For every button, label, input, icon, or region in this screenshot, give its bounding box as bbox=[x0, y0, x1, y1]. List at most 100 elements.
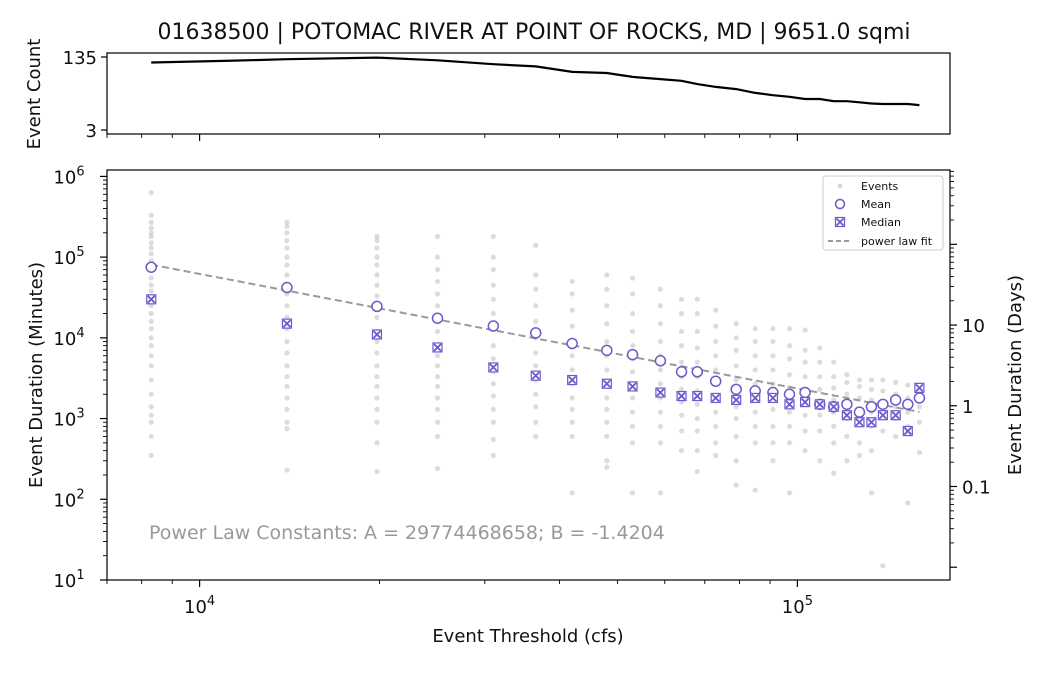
event-point bbox=[629, 490, 636, 496]
event-point bbox=[694, 345, 700, 351]
event-point bbox=[831, 440, 837, 446]
event-point bbox=[569, 291, 575, 297]
power-law-annotation: Power Law Constants: A = 29774468658; B … bbox=[149, 522, 665, 544]
event-point bbox=[713, 353, 719, 359]
event-point bbox=[284, 303, 290, 309]
event-point bbox=[434, 406, 441, 412]
event-point bbox=[374, 233, 380, 240]
event-point bbox=[148, 251, 154, 257]
event-point bbox=[694, 401, 700, 407]
event-point bbox=[434, 328, 441, 335]
event-point bbox=[374, 314, 380, 320]
event-point bbox=[374, 440, 380, 446]
median-point bbox=[750, 392, 761, 404]
event-point bbox=[713, 440, 719, 446]
median-point bbox=[692, 390, 703, 402]
event-point bbox=[629, 343, 636, 349]
event-point bbox=[374, 406, 380, 412]
event-point bbox=[284, 383, 290, 390]
median-point-stroke bbox=[711, 393, 720, 403]
event-point bbox=[802, 327, 808, 333]
event-point bbox=[629, 310, 636, 317]
event-point bbox=[916, 419, 923, 425]
event-point bbox=[657, 303, 664, 309]
top-x-ticks bbox=[106, 134, 798, 141]
event-point bbox=[148, 335, 154, 341]
event-count-series bbox=[151, 56, 920, 107]
event-point bbox=[569, 278, 575, 285]
event-point bbox=[786, 490, 793, 496]
event-point bbox=[694, 448, 700, 454]
event-point bbox=[657, 367, 664, 373]
event-point bbox=[533, 433, 539, 440]
event-point bbox=[434, 433, 441, 440]
event-point bbox=[284, 426, 290, 432]
event-point bbox=[856, 440, 863, 446]
event-point bbox=[713, 423, 719, 429]
event-point bbox=[817, 412, 823, 418]
top-axes-frame bbox=[106, 52, 951, 135]
event-point bbox=[490, 406, 496, 412]
event-point bbox=[856, 377, 863, 383]
event-point bbox=[490, 233, 496, 240]
event-point bbox=[678, 343, 685, 349]
median-point bbox=[784, 399, 795, 410]
event-point bbox=[786, 372, 793, 378]
event-point bbox=[678, 386, 685, 392]
event-point bbox=[148, 318, 154, 324]
event-point bbox=[148, 419, 154, 425]
event-point bbox=[817, 345, 823, 351]
event-point bbox=[713, 338, 719, 345]
legend-frame bbox=[822, 175, 944, 251]
median-point bbox=[890, 410, 901, 421]
event-point bbox=[678, 310, 685, 317]
event-point bbox=[694, 328, 700, 335]
mean-point bbox=[709, 375, 722, 387]
event-point bbox=[752, 367, 758, 373]
event-point bbox=[817, 458, 823, 464]
ytick-label: 106 bbox=[53, 164, 84, 188]
event-point bbox=[284, 219, 290, 225]
event-point bbox=[148, 282, 154, 288]
event-point bbox=[880, 388, 886, 394]
event-point bbox=[629, 423, 636, 429]
ytick-right-label: 10 bbox=[962, 316, 985, 337]
event-point bbox=[678, 412, 685, 418]
median-point-stroke bbox=[602, 379, 611, 388]
mean-point bbox=[281, 281, 293, 294]
event-point bbox=[604, 433, 610, 440]
event-point bbox=[604, 464, 610, 470]
event-point bbox=[678, 328, 685, 335]
x-ticks: 104 105 bbox=[106, 580, 813, 618]
median-series bbox=[146, 294, 925, 437]
event-point bbox=[802, 412, 808, 418]
event-point bbox=[916, 449, 923, 456]
median-point-stroke bbox=[489, 363, 498, 372]
median-point bbox=[281, 318, 293, 329]
mean-point bbox=[730, 383, 742, 396]
event-point bbox=[490, 254, 496, 260]
event-point bbox=[434, 267, 441, 273]
event-point bbox=[678, 296, 685, 302]
event-point bbox=[374, 238, 380, 244]
mean-point bbox=[566, 337, 578, 350]
median-point bbox=[866, 417, 877, 428]
event-point bbox=[694, 415, 700, 422]
event-point bbox=[802, 374, 808, 380]
median-point-stroke bbox=[800, 397, 810, 407]
event-point bbox=[893, 433, 899, 440]
median-point-stroke bbox=[751, 393, 760, 403]
event-point bbox=[868, 448, 875, 454]
event-point bbox=[569, 353, 575, 359]
event-point bbox=[713, 367, 719, 373]
event-point bbox=[533, 318, 539, 324]
median-point-stroke bbox=[568, 375, 577, 385]
event-point bbox=[694, 428, 700, 434]
ytick-label: 103 bbox=[53, 407, 84, 431]
event-point bbox=[533, 272, 539, 278]
event-point bbox=[770, 326, 776, 332]
event-point bbox=[604, 395, 610, 401]
y-axis-label-left: Event Duration (Minutes) bbox=[26, 262, 47, 488]
event-point bbox=[533, 419, 539, 425]
